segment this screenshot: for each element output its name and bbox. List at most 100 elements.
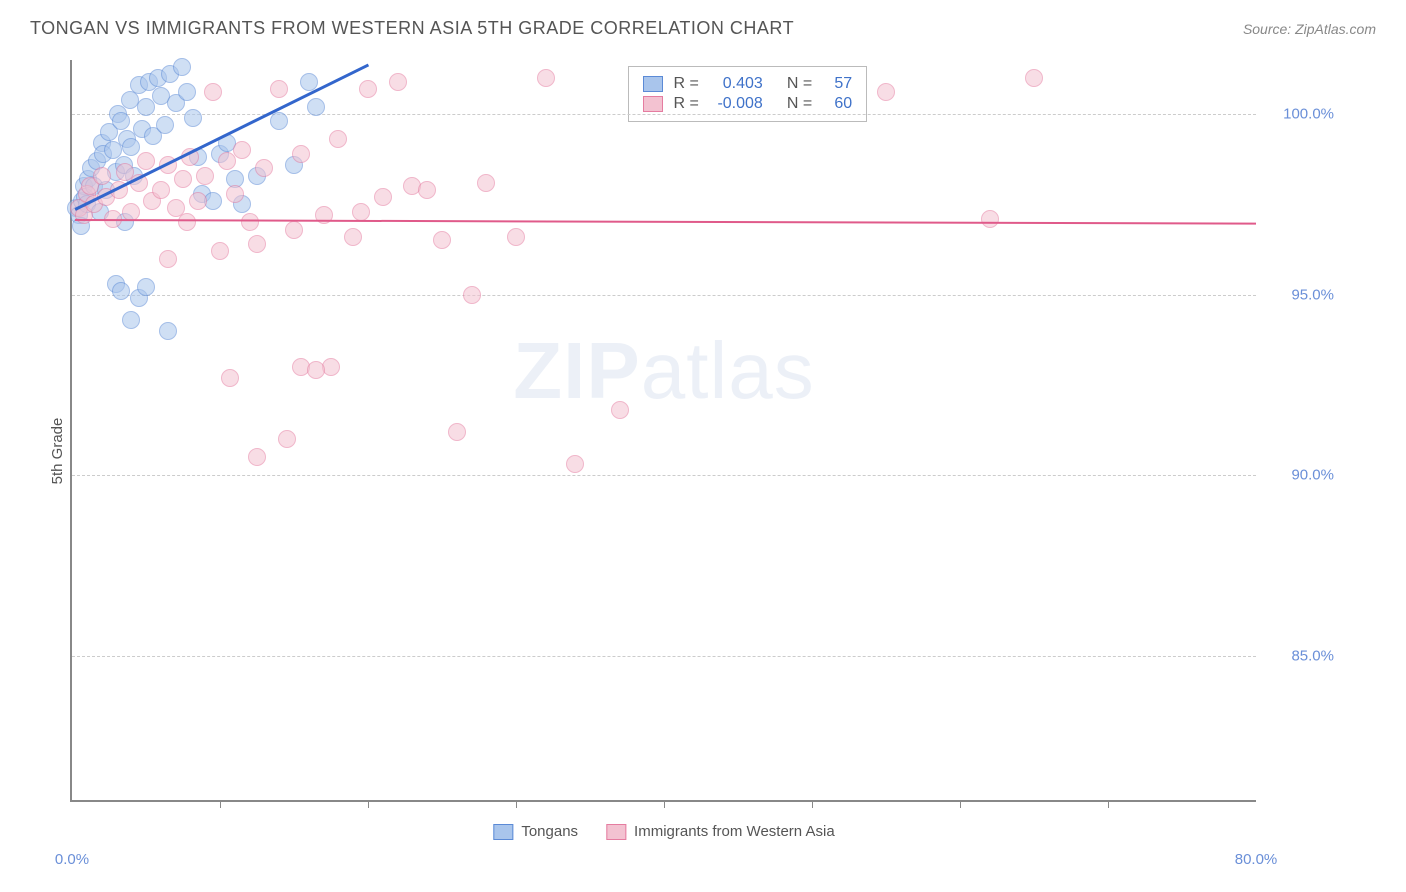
data-point	[81, 177, 99, 195]
data-point	[307, 361, 325, 379]
data-point	[112, 282, 130, 300]
data-point	[211, 242, 229, 260]
data-point	[329, 130, 347, 148]
y-tick-label: 100.0%	[1283, 106, 1334, 123]
watermark-zip: ZIP	[513, 326, 640, 415]
data-point	[877, 83, 895, 101]
data-point	[241, 213, 259, 231]
data-point	[211, 145, 229, 163]
x-tick-label: 0.0%	[55, 851, 89, 868]
data-point	[300, 73, 318, 91]
series-legend: Tongans Immigrants from Western Asia	[493, 823, 834, 840]
data-point	[278, 430, 296, 448]
data-point	[143, 192, 161, 210]
data-point	[248, 167, 266, 185]
data-point	[374, 188, 392, 206]
data-point	[352, 203, 370, 221]
data-point	[403, 177, 421, 195]
chart-source: Source: ZipAtlas.com	[1243, 21, 1376, 37]
data-point	[221, 369, 239, 387]
watermark: ZIPatlas	[513, 325, 814, 417]
data-point	[196, 167, 214, 185]
legend-item: Immigrants from Western Asia	[606, 823, 835, 840]
data-point	[193, 185, 211, 203]
data-point	[70, 206, 88, 224]
r-value: -0.008	[709, 95, 763, 113]
data-point	[130, 289, 148, 307]
data-point	[611, 401, 629, 419]
data-point	[85, 177, 103, 195]
data-point	[93, 167, 111, 185]
data-point	[130, 76, 148, 94]
y-tick-label: 95.0%	[1291, 286, 1334, 303]
data-point	[1025, 69, 1043, 87]
data-point	[93, 134, 111, 152]
data-point	[178, 83, 196, 101]
data-point	[118, 130, 136, 148]
data-point	[359, 80, 377, 98]
legend-swatch	[643, 76, 663, 92]
data-point	[137, 152, 155, 170]
gridline	[72, 114, 1256, 115]
data-point	[144, 127, 162, 145]
data-point	[233, 195, 251, 213]
data-point	[537, 69, 555, 87]
legend-stat-row: R =-0.008N =60	[643, 95, 852, 113]
data-point	[248, 235, 266, 253]
trend-line	[75, 219, 1256, 225]
data-point	[100, 123, 118, 141]
data-point	[981, 210, 999, 228]
plot-area: ZIPatlas R =0.403N =57R =-0.008N =60 Ton…	[70, 60, 1256, 802]
data-point	[140, 73, 158, 91]
data-point	[418, 181, 436, 199]
data-point	[116, 213, 134, 231]
n-value: 60	[822, 95, 852, 113]
r-value: 0.403	[709, 75, 763, 93]
data-point	[115, 156, 133, 174]
data-point	[566, 455, 584, 473]
chart-container: 5th Grade ZIPatlas R =0.403N =57R =-0.00…	[50, 60, 1346, 842]
gridline	[72, 475, 1256, 476]
x-tick	[220, 800, 221, 808]
trend-line	[74, 64, 368, 211]
data-point	[75, 177, 93, 195]
data-point	[204, 83, 222, 101]
y-tick-label: 90.0%	[1291, 467, 1334, 484]
data-point	[255, 159, 273, 177]
legend-swatch	[643, 96, 663, 112]
data-point	[226, 185, 244, 203]
data-point	[116, 163, 134, 181]
chart-header: TONGAN VS IMMIGRANTS FROM WESTERN ASIA 5…	[0, 0, 1406, 49]
x-tick	[960, 800, 961, 808]
data-point	[156, 116, 174, 134]
data-point	[233, 141, 251, 159]
legend-stat-row: R =0.403N =57	[643, 75, 852, 93]
legend-swatch	[606, 824, 626, 840]
legend-label: Tongans	[521, 823, 578, 840]
data-point	[178, 213, 196, 231]
data-point	[189, 192, 207, 210]
data-point	[507, 228, 525, 246]
r-label: R =	[673, 75, 698, 93]
legend-item: Tongans	[493, 823, 578, 840]
data-point	[218, 152, 236, 170]
data-point	[122, 311, 140, 329]
data-point	[159, 250, 177, 268]
data-point	[79, 170, 97, 188]
data-point	[94, 145, 112, 163]
data-point	[149, 69, 167, 87]
gridline	[72, 656, 1256, 657]
x-tick	[1108, 800, 1109, 808]
x-tick	[664, 800, 665, 808]
data-point	[91, 203, 109, 221]
data-point	[285, 156, 303, 174]
legend-label: Immigrants from Western Asia	[634, 823, 835, 840]
chart-title: TONGAN VS IMMIGRANTS FROM WESTERN ASIA 5…	[30, 18, 794, 39]
data-point	[477, 174, 495, 192]
n-value: 57	[822, 75, 852, 93]
x-tick-label: 80.0%	[1235, 851, 1278, 868]
data-point	[167, 199, 185, 217]
data-point	[285, 221, 303, 239]
r-label: R =	[673, 95, 698, 113]
legend-swatch	[493, 824, 513, 840]
